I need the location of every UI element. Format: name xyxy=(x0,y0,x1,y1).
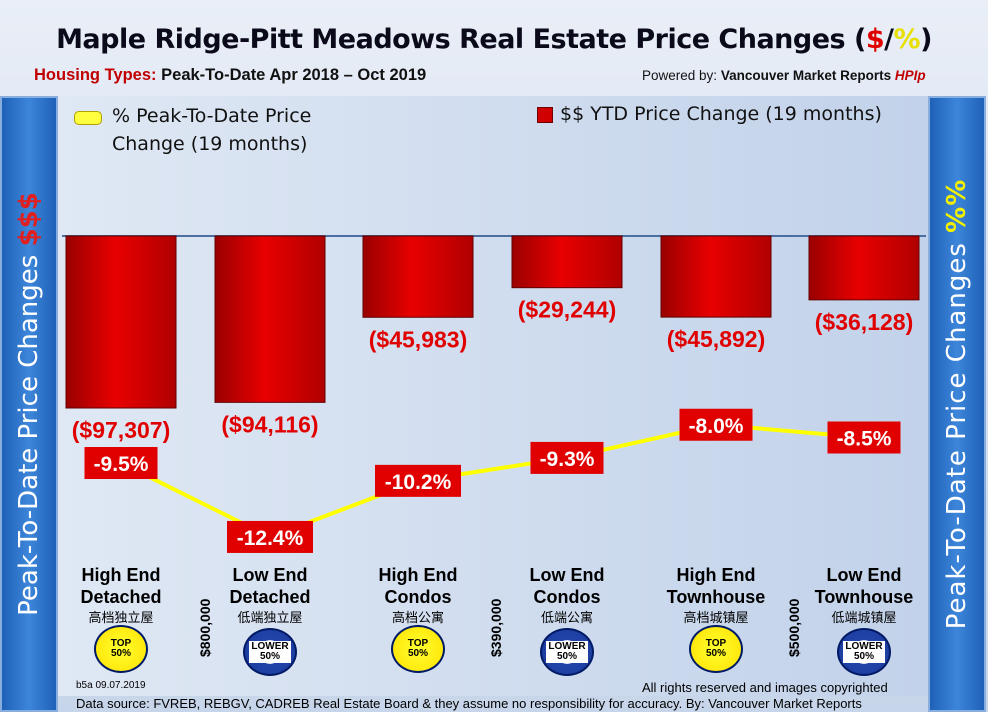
category-line1: Low End xyxy=(529,565,605,585)
title-close: ) xyxy=(920,24,932,55)
bar-value-label-1: ($94,116) xyxy=(221,411,318,437)
category-label-0: High End Detached xyxy=(46,564,196,608)
badge-text: TOP 50% xyxy=(407,638,429,659)
category-line1: High End xyxy=(81,565,161,585)
footer-code: b5a 09.07.2019 xyxy=(76,680,146,691)
category-chinese-5: 低端城镇屋 xyxy=(831,610,897,625)
percent-label-box-2 xyxy=(375,464,461,497)
bar-value-label-0: ($97,307) xyxy=(72,417,170,443)
powered-brand: Vancouver Market Reports xyxy=(720,68,892,83)
footer-rights: All rights reserved and images copyright… xyxy=(642,680,888,695)
percent-label-box-1 xyxy=(227,520,313,553)
bar-0 xyxy=(65,235,177,409)
bar-value-label-5: ($36,128) xyxy=(815,309,913,335)
percent-label-box-3 xyxy=(530,441,604,474)
badge-text: TOP 50% xyxy=(110,638,132,659)
category-chinese-2: 高档公寓 xyxy=(391,610,444,625)
category-line1: High End xyxy=(378,565,458,585)
badge-text: LOWER 50% xyxy=(249,641,291,663)
top-50-badge: TOP 50% xyxy=(689,625,743,673)
top-50-badge: TOP 50% xyxy=(94,625,148,673)
right-axis-panel: Peak-To-Date Price Changes %% xyxy=(928,96,986,712)
percent-label-0: -9.5% xyxy=(94,453,149,476)
category-label-4: High End Townhouse xyxy=(641,564,791,608)
bar-value-label-2: ($45,983) xyxy=(369,326,467,352)
category-line1: Low End xyxy=(826,565,902,585)
title-text: Maple Ridge-Pitt Meadows Real Estate Pri… xyxy=(56,24,866,55)
percent-label-box-5 xyxy=(827,421,901,454)
subtitle-range: Peak-To-Date Apr 2018 – Oct 2019 xyxy=(161,66,427,84)
percent-label-4: -8.0% xyxy=(689,415,744,438)
category-chinese-3: 低端公寓 xyxy=(540,610,593,625)
badge-text: TOP 50% xyxy=(705,638,727,659)
chart-title: Maple Ridge-Pitt Meadows Real Estate Pri… xyxy=(0,24,988,55)
category-chinese-0: 高档独立屋 xyxy=(88,610,154,625)
percent-label-2: -10.2% xyxy=(385,471,452,494)
category-line2: Condos xyxy=(533,587,601,607)
category-line1: Low End xyxy=(232,565,308,585)
powered-pre: Powered by: xyxy=(642,68,718,83)
lower-50-badge: LOWER 50% xyxy=(243,628,297,676)
title-slash: / xyxy=(884,24,894,55)
legend-bar-label: $$ YTD Price Change (19 months) xyxy=(560,103,882,125)
category-line2: Townhouse xyxy=(814,587,914,607)
price-split-label-1: $390,000 xyxy=(488,598,504,657)
plot-area xyxy=(58,96,928,696)
top-50-badge: TOP 50% xyxy=(391,625,445,673)
subtitle: Housing Types: Peak-To-Date Apr 2018 – O… xyxy=(34,66,426,85)
category-line2: Detached xyxy=(229,587,311,607)
percent-label-1: -12.4% xyxy=(237,527,304,550)
category-chinese-1: 低端独立屋 xyxy=(237,610,303,625)
bar-value-label-4: ($45,892) xyxy=(667,326,765,352)
category-chinese-4: 高档城镇屋 xyxy=(683,610,749,625)
bar-value-label-3: ($29,244) xyxy=(518,297,616,323)
category-label-5: Low End Townhouse xyxy=(789,564,939,608)
percent-label-box-4 xyxy=(679,408,753,441)
lower-50-badge: LOWER 50% xyxy=(540,628,594,676)
price-split-label-0: $800,000 xyxy=(197,598,213,657)
title-dollar: $ xyxy=(865,24,885,55)
badge-text: LOWER 50% xyxy=(843,641,885,663)
legend-bar-swatch xyxy=(537,107,553,123)
powered-by: Powered by: Vancouver Market Reports HPI… xyxy=(642,68,926,83)
footer-source: Data source: FVREB, REBGV, CADREB Real E… xyxy=(76,696,862,711)
bar-2 xyxy=(362,235,474,318)
bar-4 xyxy=(660,235,772,318)
legend-line-swatch xyxy=(74,111,102,125)
percent-line xyxy=(120,422,865,539)
price-split-label-2: $500,000 xyxy=(786,598,802,657)
powered-hpi: HPIp xyxy=(894,68,926,83)
category-label-1: Low End Detached xyxy=(195,564,345,608)
bar-5 xyxy=(808,235,920,301)
bar-3 xyxy=(511,235,623,289)
category-line2: Townhouse xyxy=(666,587,766,607)
lower-50-badge: LOWER 50% xyxy=(837,628,891,676)
category-line2: Condos xyxy=(384,587,452,607)
legend-line-label: % Peak-To-Date Price Change (19 months) xyxy=(112,105,312,155)
title-percent: % xyxy=(893,24,921,55)
bar-1 xyxy=(214,235,326,403)
badge-text: LOWER 50% xyxy=(546,641,588,663)
category-label-2: High End Condos xyxy=(343,564,493,608)
percent-label-3: -9.3% xyxy=(540,448,595,471)
category-label-3: Low End Condos xyxy=(492,564,642,608)
left-axis-panel: Peak-To-Date Price Changes $$$ xyxy=(0,96,58,712)
category-line1: High End xyxy=(676,565,756,585)
category-line2: Detached xyxy=(80,587,162,607)
subtitle-label: Housing Types: xyxy=(34,66,157,84)
percent-label-box-0 xyxy=(84,447,158,479)
percent-label-5: -8.5% xyxy=(837,428,892,451)
